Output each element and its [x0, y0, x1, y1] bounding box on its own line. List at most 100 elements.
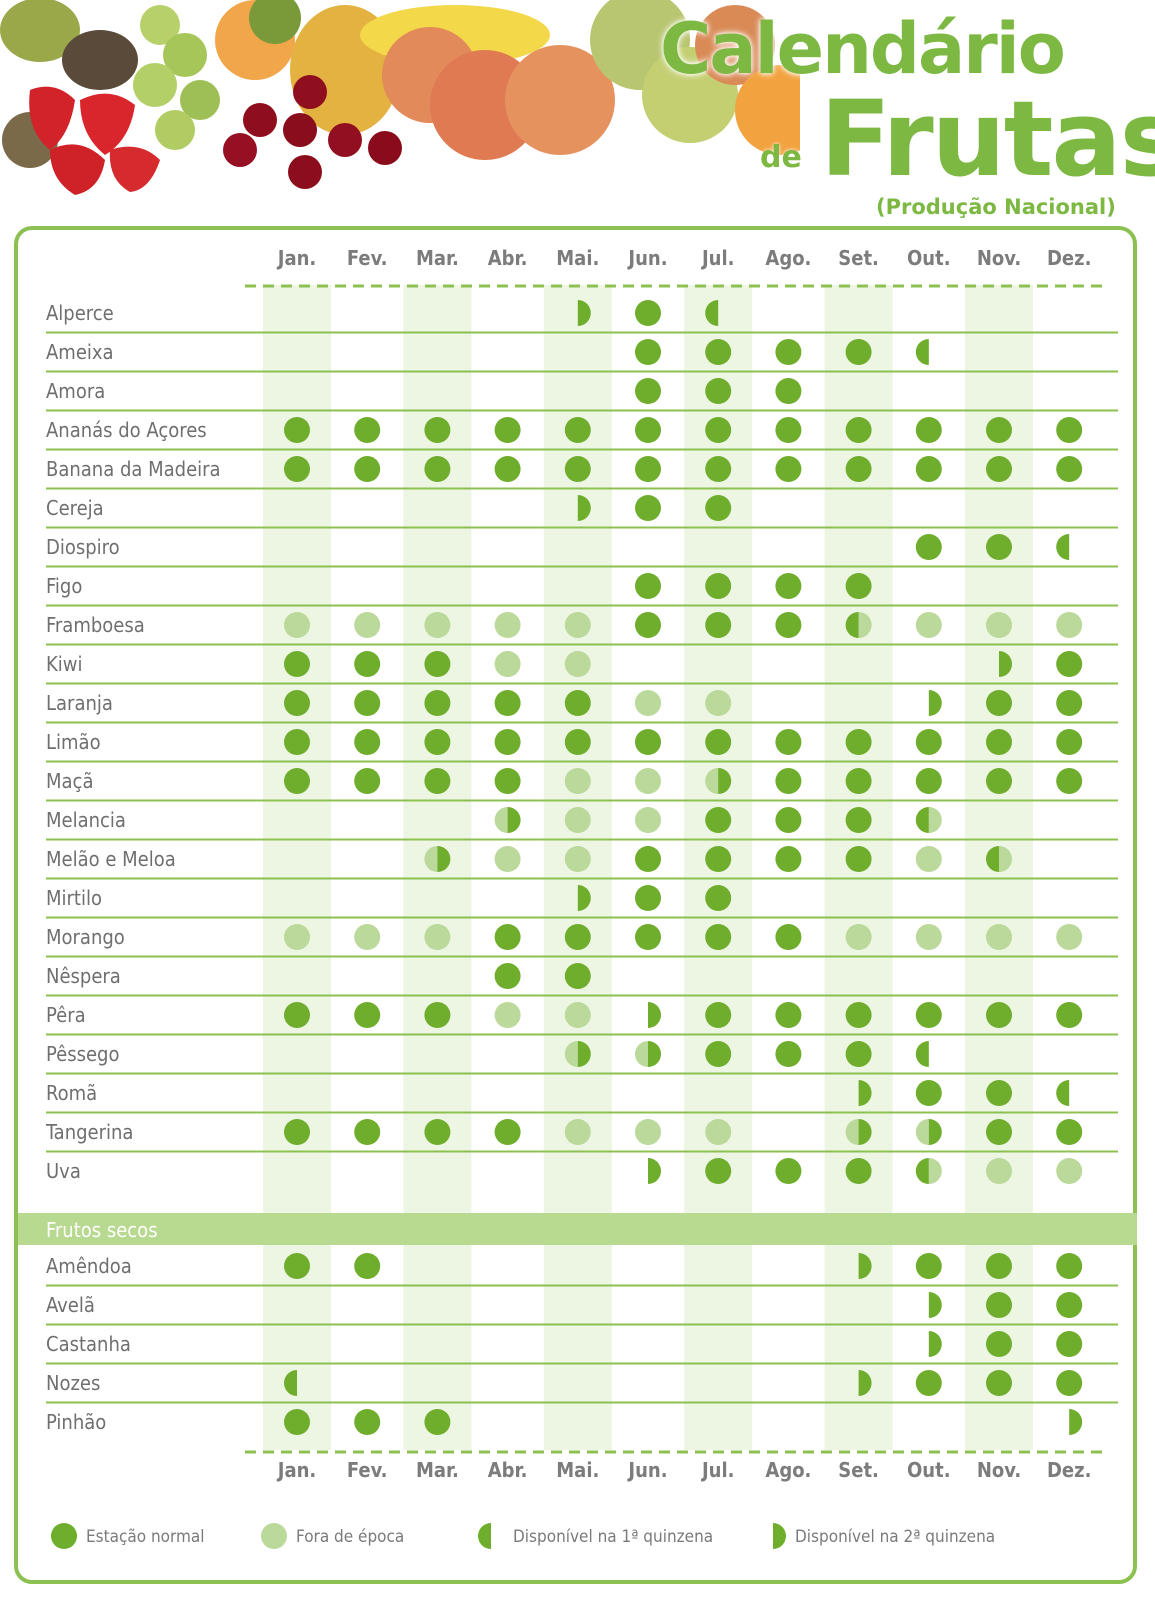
fruit-label-nespera: Nêspera [46, 964, 121, 988]
fruit-dot-pera-10 [986, 1002, 1012, 1028]
fruit-dot-diospiro-11 [1056, 534, 1070, 560]
fruit-dot-limao-8 [845, 729, 872, 755]
fruit-dot-roma-8 [858, 1080, 872, 1106]
fruit-label-roma: Romã [46, 1081, 97, 1105]
fruit-label-morango: Morango [46, 925, 125, 949]
nut-dot-nozes-8 [858, 1370, 872, 1396]
fruit-dot-kiwi-1 [354, 651, 381, 677]
fruit-dot-nespera-3 [494, 963, 521, 989]
fruit-label-kiwi: Kiwi [46, 652, 83, 676]
legend-symbol-fora-de-epoca [261, 1523, 287, 1549]
fruit-dot-framboesa-1 [354, 612, 381, 638]
fruit-dot-alperce-6 [705, 300, 719, 326]
legend-symbol-disponivel-na-1-quinzena [478, 1523, 491, 1549]
fruit-dot-framboesa-2 [424, 612, 451, 638]
fruit-dot-pera-4 [564, 1002, 591, 1028]
fruit-dot-uva-11 [1056, 1158, 1083, 1184]
fruit-dot-limao-2 [424, 729, 451, 755]
fruit-label-banana-da-madeira: Banana da Madeira [46, 457, 221, 481]
fruit-dot-melao-e-meloa-8 [845, 846, 872, 872]
month-footer-abr: Abr. [488, 1458, 528, 1482]
month-footer-jan: Jan. [277, 1458, 316, 1482]
fruit-dot-morango-11 [1056, 924, 1083, 950]
fruit-dot-melancia-3 [494, 807, 521, 833]
fruit-dot-ananas-do-acores-10 [986, 417, 1012, 443]
fruit-dot-uva-5 [648, 1158, 661, 1184]
fruit-dot-uva-9 [915, 1158, 942, 1184]
fruit-dot-melao-e-meloa-4 [564, 846, 591, 872]
nut-dot-nozes-9 [915, 1370, 942, 1396]
nut-label-castanha: Castanha [46, 1332, 131, 1356]
section-bar [18, 1213, 1137, 1245]
month-footer-fev: Fev. [347, 1458, 388, 1482]
fruit-dot-maca-7 [775, 768, 802, 794]
fruit-dot-morango-10 [986, 924, 1012, 950]
month-footer-dez: Dez. [1047, 1458, 1091, 1482]
fruit-dot-pessego-4 [564, 1041, 591, 1067]
fruit-dot-ananas-do-acores-1 [354, 417, 381, 443]
fruit-dot-framboesa-6 [705, 612, 732, 638]
fruit-dot-ameixa-7 [775, 339, 802, 365]
fruit-dot-melao-e-meloa-3 [494, 846, 521, 872]
fruit-dot-kiwi-2 [424, 651, 451, 677]
fruit-dot-banana-da-madeira-1 [354, 456, 381, 482]
fruit-dot-kiwi-4 [564, 651, 591, 677]
title-frutas: Frutas [820, 78, 1155, 200]
fruit-dot-framboesa-9 [915, 612, 942, 638]
nut-dot-avela-10 [986, 1292, 1012, 1318]
fruit-dot-melancia-4 [564, 807, 591, 833]
fruit-dot-limao-0 [284, 729, 310, 755]
fruit-label-pera: Pêra [46, 1003, 86, 1027]
fruit-label-tangerina: Tangerina [45, 1120, 133, 1144]
nut-dot-castanha-9 [928, 1331, 942, 1357]
fruit-dot-melancia-9 [915, 807, 942, 833]
nut-dot-pinhao-1 [354, 1409, 381, 1435]
fruit-dot-uva-10 [986, 1158, 1012, 1184]
fruit-dot-ameixa-8 [845, 339, 872, 365]
fruit-dot-ananas-do-acores-0 [284, 417, 310, 443]
fruit-dot-ananas-do-acores-7 [775, 417, 802, 443]
fruit-label-laranja: Laranja [46, 691, 113, 715]
nut-dot-nozes-11 [1056, 1370, 1083, 1396]
fruit-dot-maca-0 [284, 768, 310, 794]
fruit-label-uva: Uva [46, 1159, 81, 1183]
fruit-dot-laranja-0 [284, 690, 310, 716]
fruit-dot-morango-9 [915, 924, 942, 950]
fruit-dot-amora-6 [705, 378, 732, 404]
fruit-dot-roma-10 [986, 1080, 1012, 1106]
fruit-dot-tangerina-9 [915, 1119, 942, 1145]
fruit-dot-pessego-9 [915, 1041, 929, 1067]
fruit-label-alperce: Alperce [46, 301, 114, 325]
fruit-dot-pera-3 [494, 1002, 521, 1028]
fruit-dot-limao-9 [915, 729, 942, 755]
fruit-dot-figo-7 [775, 573, 802, 599]
fruit-dot-uva-6 [705, 1158, 732, 1184]
fruit-dot-maca-6 [705, 768, 732, 795]
fruit-dot-framboesa-5 [635, 612, 661, 638]
month-header-mar: Mar. [416, 246, 459, 270]
fruit-dot-amora-5 [635, 378, 661, 404]
subtitle: (Produção Nacional) [876, 195, 1116, 219]
fruit-dot-pera-11 [1056, 1002, 1083, 1028]
fruit-dot-maca-11 [1056, 768, 1083, 794]
fruit-label-figo: Figo [46, 574, 82, 598]
fruit-dot-kiwi-10 [999, 651, 1012, 677]
fruit-dot-roma-11 [1056, 1080, 1070, 1106]
fruit-dot-maca-4 [564, 768, 591, 794]
nut-label-nozes: Nozes [46, 1371, 100, 1395]
fruit-dot-tangerina-11 [1056, 1119, 1083, 1145]
fruit-dot-maca-5 [635, 768, 661, 794]
nut-dot-amendoa-1 [354, 1253, 381, 1279]
fruit-dot-morango-2 [424, 924, 451, 950]
fruit-dot-ananas-do-acores-2 [424, 417, 451, 443]
month-footer-jul: Jul. [701, 1458, 735, 1482]
fruit-dot-laranja-2 [424, 690, 451, 716]
fruit-dot-limao-11 [1056, 729, 1083, 755]
fruit-dot-limao-4 [564, 729, 591, 755]
fruit-dot-figo-8 [845, 573, 872, 599]
fruit-dot-framboesa-3 [494, 612, 521, 638]
fruit-dot-ananas-do-acores-3 [494, 417, 521, 443]
fruit-dot-banana-da-madeira-9 [915, 456, 942, 482]
fruit-dot-laranja-11 [1056, 690, 1083, 716]
month-header-nov: Nov. [977, 246, 1021, 270]
